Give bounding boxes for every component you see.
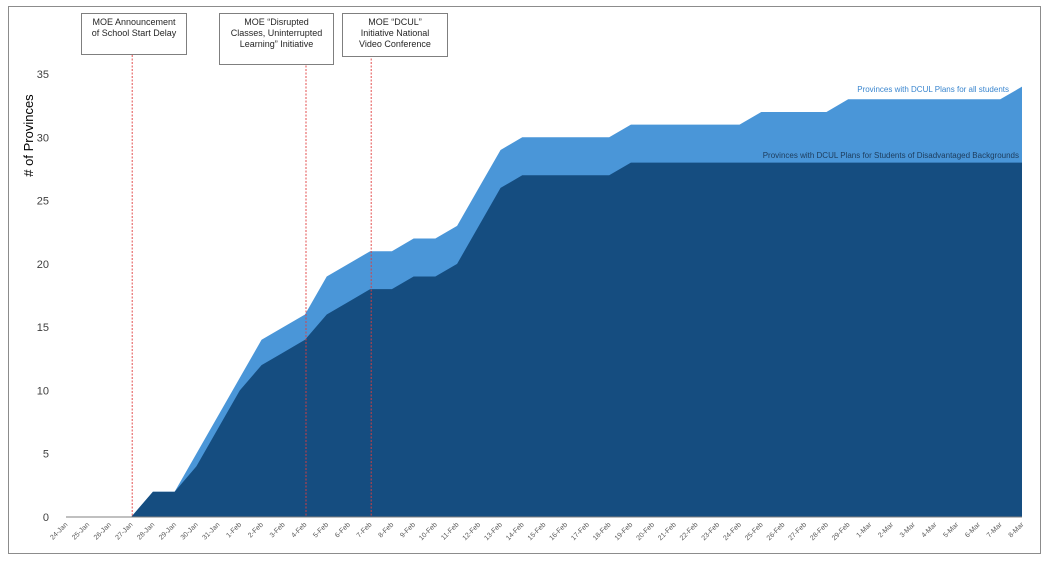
annotation-text-line: MOE “Disrupted [244, 17, 309, 27]
y-tick-label: 25 [37, 196, 49, 208]
x-tick-label: 20-Feb [635, 521, 656, 542]
x-tick-label: 24-Jan [49, 521, 69, 541]
y-tick-label: 10 [37, 385, 49, 397]
x-tick-label: 1-Feb [225, 521, 243, 539]
x-tick-label: 22-Feb [679, 521, 700, 542]
x-tick-label: 25-Jan [71, 521, 91, 541]
x-tick-label: 28-Feb [809, 521, 830, 542]
x-tick-label: 6-Mar [964, 521, 982, 539]
x-tick-label: 29-Feb [831, 521, 852, 542]
annotation-text-line: Initiative National [360, 28, 430, 38]
y-tick-label: 0 [43, 512, 49, 524]
x-tick-label: 27-Feb [788, 521, 809, 542]
x-tick-label: 12-Feb [462, 521, 483, 542]
annotation-lines [131, 55, 372, 517]
y-tick-label: 20 [37, 259, 49, 271]
x-tick-label: 16-Feb [549, 521, 570, 542]
x-tick-label: 4-Feb [291, 521, 309, 539]
series-label-disadvantaged: Provinces with DCUL Plans for Students o… [763, 151, 1019, 160]
x-tick-label: 5-Feb [312, 521, 330, 539]
x-tick-label: 23-Feb [701, 521, 722, 542]
x-tick-label: 13-Feb [483, 521, 504, 542]
x-tick-label: 25-Feb [744, 521, 765, 542]
x-tick-label: 28-Jan [136, 521, 156, 541]
area-series-group [66, 86, 1022, 517]
x-tick-label: 26-Feb [766, 521, 787, 542]
x-tick-label: 3-Mar [899, 521, 917, 539]
x-tick-label: 5-Mar [942, 521, 960, 539]
annotation-text-line: MOE Announcement [92, 17, 176, 27]
y-tick-labels: 0 5 10 15 20 25 30 35 [37, 69, 49, 524]
annotation-box: MOE Announcement of School Start Delay [81, 13, 187, 55]
x-tick-label: 3-Feb [269, 521, 287, 539]
x-tick-label: 7-Mar [986, 521, 1004, 539]
y-tick-label: 30 [37, 132, 49, 144]
series-label-all-students: Provinces with DCUL Plans for all studen… [857, 85, 1009, 94]
x-tick-labels: 24-Jan 25-Jan 26-Jan 27-Jan 28-Jan 29-Jan 30-J… [49, 521, 1026, 542]
x-tick-label: 26-Jan [93, 521, 113, 541]
x-tick-label: 8-Feb [377, 521, 395, 539]
annotation-box: MOE “DCUL” Initiative National Video Confe… [342, 13, 448, 57]
x-tick-label: 15-Feb [527, 521, 548, 542]
x-tick-label: 17-Feb [570, 521, 591, 542]
x-tick-label: 2-Mar [877, 521, 895, 539]
annotation-box: MOE “Disrupted Classes, Uninterrupted Lear… [219, 13, 334, 65]
x-tick-label: 2-Feb [247, 521, 265, 539]
x-tick-label: 4-Mar [921, 521, 939, 539]
x-tick-label: 9-Feb [399, 521, 417, 539]
x-tick-label: 1-Mar [855, 521, 873, 539]
annotation-text-line: Learning” Initiative [239, 39, 314, 49]
x-tick-label: 31-Jan [201, 521, 221, 541]
annotation-text-line: Video Conference [359, 39, 431, 49]
y-tick-label: 5 [43, 449, 49, 461]
x-tick-label: 6-Feb [334, 521, 352, 539]
x-tick-label: 21-Feb [657, 521, 678, 542]
annotation-text-line: Classes, Uninterrupted [230, 28, 323, 38]
area-series-2 [66, 162, 1022, 517]
annotation-text-line: of School Start Delay [91, 28, 177, 38]
x-tick-label: 19-Feb [614, 521, 635, 542]
x-tick-label: 10-Feb [418, 521, 439, 542]
x-tick-label: 30-Jan [180, 521, 200, 541]
x-tick-label: 11-Feb [440, 521, 460, 541]
y-tick-label: 35 [37, 69, 49, 81]
x-tick-label: 24-Feb [722, 521, 743, 542]
chart-frame: 0 5 10 15 20 25 30 35 24-Jan 25-Jan 26-Jan 27-Jan 2… [8, 6, 1041, 554]
x-tick-label: 27-Jan [115, 521, 135, 541]
x-tick-label: 29-Jan [158, 521, 178, 541]
x-tick-label: 18-Feb [592, 521, 613, 542]
x-tick-label: 14-Feb [505, 521, 526, 542]
y-axis-label: # of Provinces [21, 94, 36, 177]
x-tick-label: 8-Mar [1008, 521, 1026, 539]
y-tick-label: 15 [37, 322, 49, 334]
annotation-text-line: MOE “DCUL” [368, 17, 422, 27]
x-tick-label: 7-Feb [356, 521, 374, 539]
